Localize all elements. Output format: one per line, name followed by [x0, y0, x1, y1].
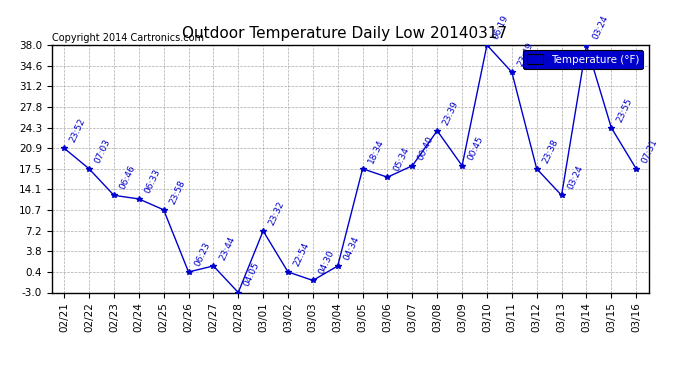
Text: Outdoor Temperature Daily Low 20140317: Outdoor Temperature Daily Low 20140317	[182, 26, 508, 41]
Text: 03:24: 03:24	[566, 164, 584, 191]
Text: 23:52: 23:52	[68, 117, 88, 144]
Text: 22:54: 22:54	[292, 241, 311, 268]
Text: 18:34: 18:34	[367, 138, 386, 165]
Text: 06:23: 06:23	[193, 241, 212, 268]
Text: 07:03: 07:03	[93, 137, 112, 165]
Text: 00:45: 00:45	[466, 134, 485, 162]
Text: 23:49: 23:49	[516, 41, 535, 68]
Legend: Temperature (°F): Temperature (°F)	[523, 50, 643, 69]
Text: Copyright 2014 Cartronics.com: Copyright 2014 Cartronics.com	[52, 33, 204, 42]
Text: 04:34: 04:34	[342, 235, 361, 262]
Text: 06:46: 06:46	[118, 164, 137, 191]
Text: 23:55: 23:55	[615, 96, 635, 123]
Text: 23:32: 23:32	[267, 200, 286, 227]
Text: 23:38: 23:38	[541, 138, 560, 165]
Text: 23:39: 23:39	[442, 99, 460, 126]
Text: 03:24: 03:24	[591, 14, 609, 41]
Text: 04:05: 04:05	[242, 261, 262, 288]
Text: 04:30: 04:30	[317, 249, 336, 276]
Text: 23:58: 23:58	[168, 178, 187, 206]
Text: 06:19: 06:19	[491, 13, 510, 41]
Text: 23:44: 23:44	[217, 235, 237, 262]
Text: 07:31: 07:31	[640, 137, 660, 165]
Text: 00:40: 00:40	[417, 134, 435, 162]
Text: 05:34: 05:34	[392, 146, 411, 173]
Text: 06:33: 06:33	[143, 168, 162, 195]
